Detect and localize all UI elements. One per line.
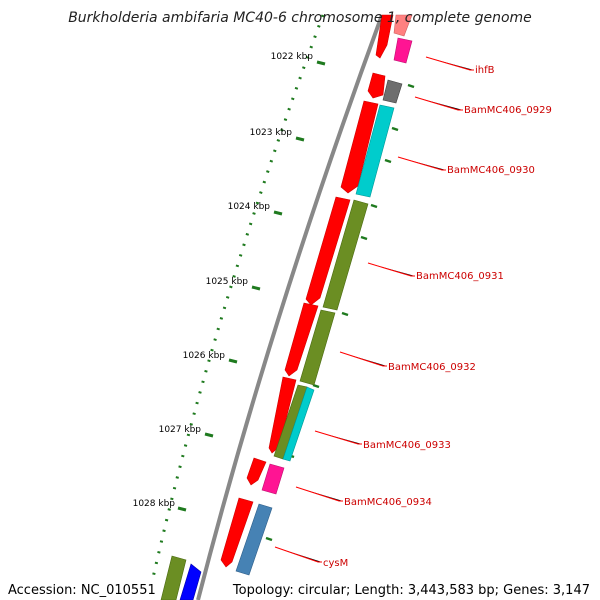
genome-summary: Topology: circular; Length: 3,443,583 bp…	[230, 583, 592, 598]
scale-label: 1024 kbp	[228, 202, 271, 212]
scale-label: 1025 kbp	[206, 277, 249, 287]
feature-bam0930	[355, 104, 395, 198]
scale-label: 1022 kbp	[271, 52, 314, 62]
scale-label: 1026 kbp	[183, 351, 226, 361]
feature-ihfB-top	[393, 14, 413, 37]
outer-ticks	[265, 83, 415, 542]
gene-label-bam0933[interactable]: BamMC406_0933	[363, 440, 451, 451]
gene-label-bam0930[interactable]: BamMC406_0930	[447, 165, 535, 176]
accession-text: Accession: NC_010551	[6, 583, 158, 598]
cds-bam0932-left	[284, 302, 319, 377]
feature-cysM	[235, 503, 273, 576]
scale-ticks	[177, 60, 326, 512]
gene-label-ihfB[interactable]: ihfB	[475, 65, 495, 76]
cds-bam0929-left	[367, 72, 386, 99]
leader-lines	[274, 56, 474, 563]
feature-bam0932	[299, 309, 336, 386]
feature-blue-bottom	[179, 563, 202, 600]
feature-bam0929	[382, 79, 403, 104]
feature-bam0933-b	[282, 386, 315, 462]
feature-bam0931	[322, 199, 369, 311]
cds-bam0934-left	[246, 457, 267, 486]
map-title: Burkholderia ambifaria MC40-6 chromosome…	[68, 10, 532, 26]
genome-backbone	[196, 14, 384, 600]
cds-bam0933-left	[268, 376, 297, 454]
gene-label-bam0932[interactable]: BamMC406_0932	[388, 362, 476, 373]
scale-label: 1027 kbp	[159, 425, 202, 435]
cds-cysM-left	[220, 497, 254, 568]
scale-label: 1028 kbp	[133, 499, 176, 509]
cds-ihfB-neighbor	[375, 14, 394, 59]
cds-bam0931-left	[305, 196, 351, 306]
gene-label-cysM[interactable]: cysM	[323, 558, 348, 569]
feature-bam0934	[261, 463, 285, 495]
gene-label-bam0929[interactable]: BamMC406_0929	[464, 105, 552, 116]
gene-label-bam0934[interactable]: BamMC406_0934	[344, 497, 432, 508]
cds-bam0930-left	[340, 100, 379, 194]
feature-track	[235, 14, 413, 576]
gene-label-bam0931[interactable]: BamMC406_0931	[416, 271, 504, 282]
feature-olive-bottom	[160, 555, 187, 600]
feature-ihfB	[393, 37, 413, 64]
scale-label: 1023 kbp	[250, 128, 293, 138]
partial-features	[160, 555, 202, 600]
forward-cds-track	[220, 14, 394, 568]
